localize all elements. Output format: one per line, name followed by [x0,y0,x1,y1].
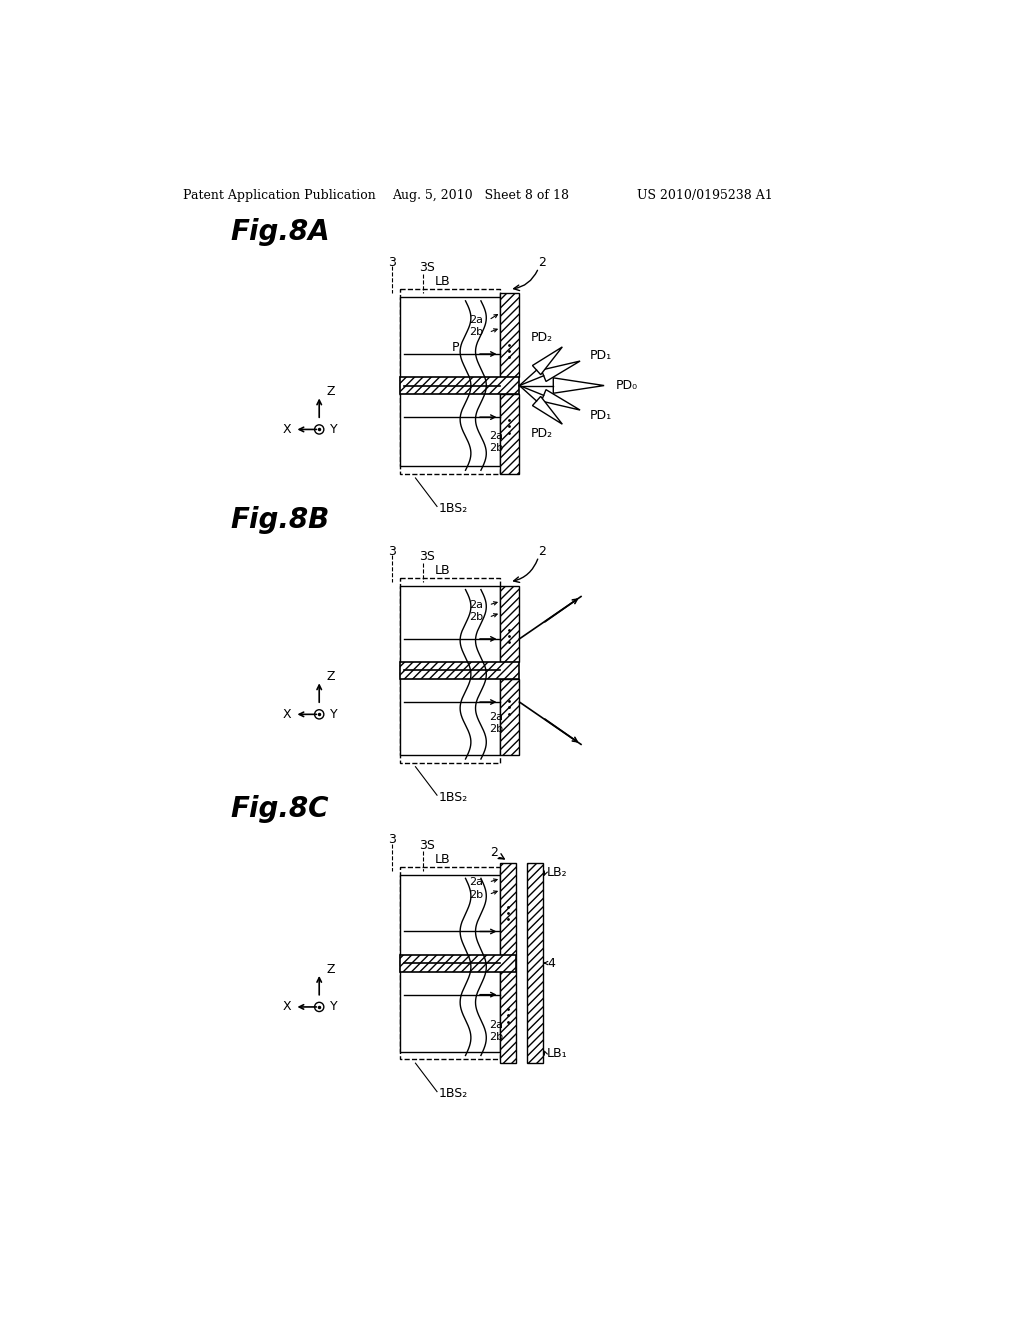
Text: 2: 2 [539,256,547,269]
Text: 2: 2 [490,846,498,859]
Text: 2b: 2b [489,1032,504,1041]
Text: 3S: 3S [419,261,435,275]
Text: PD₁: PD₁ [590,409,612,422]
Bar [400,675,500,755]
Bar [500,678,519,755]
Text: 2a: 2a [489,1019,504,1030]
Text: X: X [283,422,291,436]
Text: LB₂: LB₂ [547,866,567,879]
Text: X: X [283,708,291,721]
Polygon shape [532,347,562,375]
Text: 1BS₂: 1BS₂ [438,502,468,515]
Text: 2b: 2b [489,444,504,453]
Polygon shape [532,396,562,424]
Polygon shape [553,378,604,393]
Text: Fig.8B: Fig.8B [230,507,330,535]
Text: LB: LB [434,564,451,577]
Bar [400,874,500,966]
Bar [400,289,500,474]
Text: 2b: 2b [469,612,483,622]
Text: 2b: 2b [469,327,483,338]
Text: Y: Y [330,1001,338,1014]
Bar [500,586,519,663]
Text: Patent Application Publication: Patent Application Publication [183,189,376,202]
Text: 1BS₂: 1BS₂ [438,791,468,804]
Text: 1BS₂: 1BS₂ [438,1088,468,1101]
Text: PD₁: PD₁ [590,350,612,362]
Text: Z: Z [326,671,335,684]
Text: Z: Z [326,385,335,399]
Text: US 2010/0195238 A1: US 2010/0195238 A1 [637,189,773,202]
Text: 3: 3 [388,256,396,269]
Text: 3S: 3S [419,550,435,564]
Text: 2a: 2a [469,878,483,887]
Text: PD₂: PD₂ [531,426,553,440]
Bar [527,863,543,1063]
Text: Y: Y [330,708,338,721]
Bar [400,578,500,763]
Text: Aug. 5, 2010   Sheet 8 of 18: Aug. 5, 2010 Sheet 8 of 18 [392,189,569,202]
Bar [400,867,500,1059]
Text: LB: LB [434,853,451,866]
Bar [500,293,519,378]
Text: 3: 3 [388,545,396,557]
Text: 2a: 2a [469,315,483,325]
Text: 4: 4 [547,957,555,970]
Polygon shape [542,362,580,381]
Text: Fig.8A: Fig.8A [230,218,331,246]
Text: 3: 3 [388,833,396,846]
Bar [400,663,519,678]
Text: PD₀: PD₀ [615,379,638,392]
Text: 3S: 3S [419,838,435,851]
Text: 2b: 2b [489,723,504,734]
Bar [400,954,515,972]
Bar [400,385,500,466]
Bar [500,863,515,1063]
Text: 2b: 2b [469,890,483,899]
Text: LB₁: LB₁ [547,1047,567,1060]
Text: Fig.8C: Fig.8C [230,795,329,824]
Text: PD₂: PD₂ [531,331,553,345]
Bar [400,966,500,1052]
Bar [500,395,519,474]
Text: 2: 2 [539,545,547,557]
Text: P: P [452,341,459,354]
Polygon shape [542,389,580,411]
Bar [400,378,519,393]
Text: 2a: 2a [469,601,483,610]
Bar [400,586,500,675]
Text: 2a: 2a [489,711,504,722]
Text: 2a: 2a [489,430,504,441]
Text: X: X [283,1001,291,1014]
Text: Z: Z [326,962,335,975]
Bar [400,297,500,385]
Text: Y: Y [330,422,338,436]
Text: LB: LB [434,275,451,288]
